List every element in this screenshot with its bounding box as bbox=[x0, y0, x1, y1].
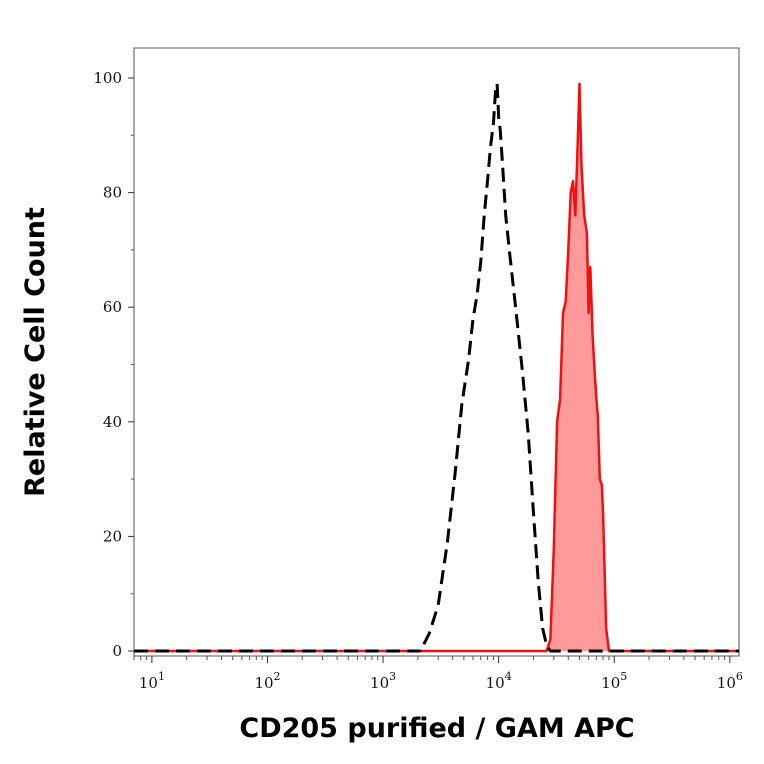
x-tick-label: 104 bbox=[486, 670, 512, 692]
series-layer bbox=[134, 82, 739, 653]
x-tick-base: 10 bbox=[139, 674, 158, 692]
x-tick-exponent: 1 bbox=[158, 670, 165, 683]
y-tick-label: 100 bbox=[93, 69, 122, 87]
x-tick-label: 102 bbox=[254, 670, 280, 692]
plot-frame bbox=[133, 47, 740, 657]
x-tick-base: 10 bbox=[601, 674, 620, 692]
y-tick-label: 0 bbox=[112, 642, 122, 660]
x-tick-exponent: 3 bbox=[389, 670, 396, 683]
control-histogram-line bbox=[134, 82, 739, 653]
y-tick-label: 80 bbox=[103, 184, 122, 202]
x-tick-base: 10 bbox=[486, 674, 505, 692]
x-tick-exponent: 6 bbox=[736, 670, 743, 683]
x-axis-title: CD205 purified / GAM APC bbox=[239, 713, 634, 744]
x-tick-label: 103 bbox=[370, 670, 396, 692]
x-tick-label: 105 bbox=[601, 670, 627, 692]
y-axis-title: Relative Cell Count bbox=[20, 207, 51, 497]
stained-histogram-line bbox=[134, 82, 739, 653]
x-tick-exponent: 5 bbox=[620, 670, 627, 683]
x-tick-exponent: 4 bbox=[505, 670, 512, 683]
y-tick-label: 20 bbox=[103, 527, 122, 545]
series-fill-area bbox=[134, 83, 739, 651]
x-tick-base: 10 bbox=[717, 674, 736, 692]
x-tick-base: 10 bbox=[254, 674, 273, 692]
x-tick-label: 101 bbox=[139, 670, 165, 692]
x-tick-label: 106 bbox=[717, 670, 743, 692]
x-tick-exponent: 2 bbox=[274, 670, 281, 683]
y-tick-label: 40 bbox=[103, 413, 122, 431]
x-tick-base: 10 bbox=[370, 674, 389, 692]
y-tick-label: 60 bbox=[103, 298, 122, 316]
